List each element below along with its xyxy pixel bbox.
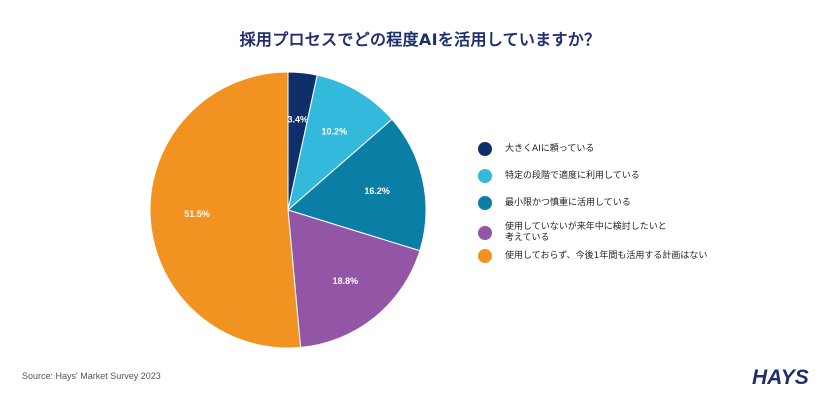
legend-label-1: 大きくAIに頼っている: [505, 143, 595, 154]
legend-item-4: 使用していないが来年中に検討したいと 考えている: [478, 222, 735, 244]
legend-swatch-3: [478, 196, 492, 210]
pie-label-1: 3.4%: [287, 114, 308, 124]
legend-swatch-4: [478, 226, 492, 240]
pie-label-4: 18.8%: [333, 276, 359, 286]
legend-swatch-2: [478, 169, 492, 183]
hays-logo: HAYS: [752, 366, 809, 388]
legend-item-5: 使用しておらず、今後1年間も活用する計画はない: [478, 249, 735, 263]
legend-item-1: 大きくAIに頼っている: [478, 142, 735, 156]
legend-label-2: 特定の段階で適度に利用している: [505, 170, 640, 181]
legend-item-2: 特定の段階で適度に利用している: [478, 169, 735, 183]
pie-slice-5: [149, 71, 302, 349]
source-note: Source: Hays' Market Survey 2023: [22, 371, 161, 381]
chart-title: 採用プロセスでどの程度AIを活用していますか？: [239, 30, 601, 49]
pie-slice-3: [286, 118, 427, 252]
pie-slice-2: [287, 74, 393, 212]
legend-label-3: 最小限かつ慎重に活用している: [505, 197, 631, 208]
pie-label-5: 51.5%: [184, 209, 210, 219]
legend-label-4: 使用していないが来年中に検討したいと 考えている: [505, 222, 667, 243]
legend-label-5: 使用しておらず、今後1年間も活用する計画はない: [505, 250, 708, 261]
pie-label-2: 10.2%: [322, 127, 348, 137]
pie-slice-4: [287, 209, 421, 348]
legend-item-3: 最小限かつ慎重に活用している: [478, 196, 735, 210]
legend-swatch-1: [478, 142, 492, 156]
legend-swatch-5: [478, 249, 492, 263]
pie-label-3: 16.2%: [364, 186, 390, 196]
logo-text: HAYS: [752, 366, 809, 388]
